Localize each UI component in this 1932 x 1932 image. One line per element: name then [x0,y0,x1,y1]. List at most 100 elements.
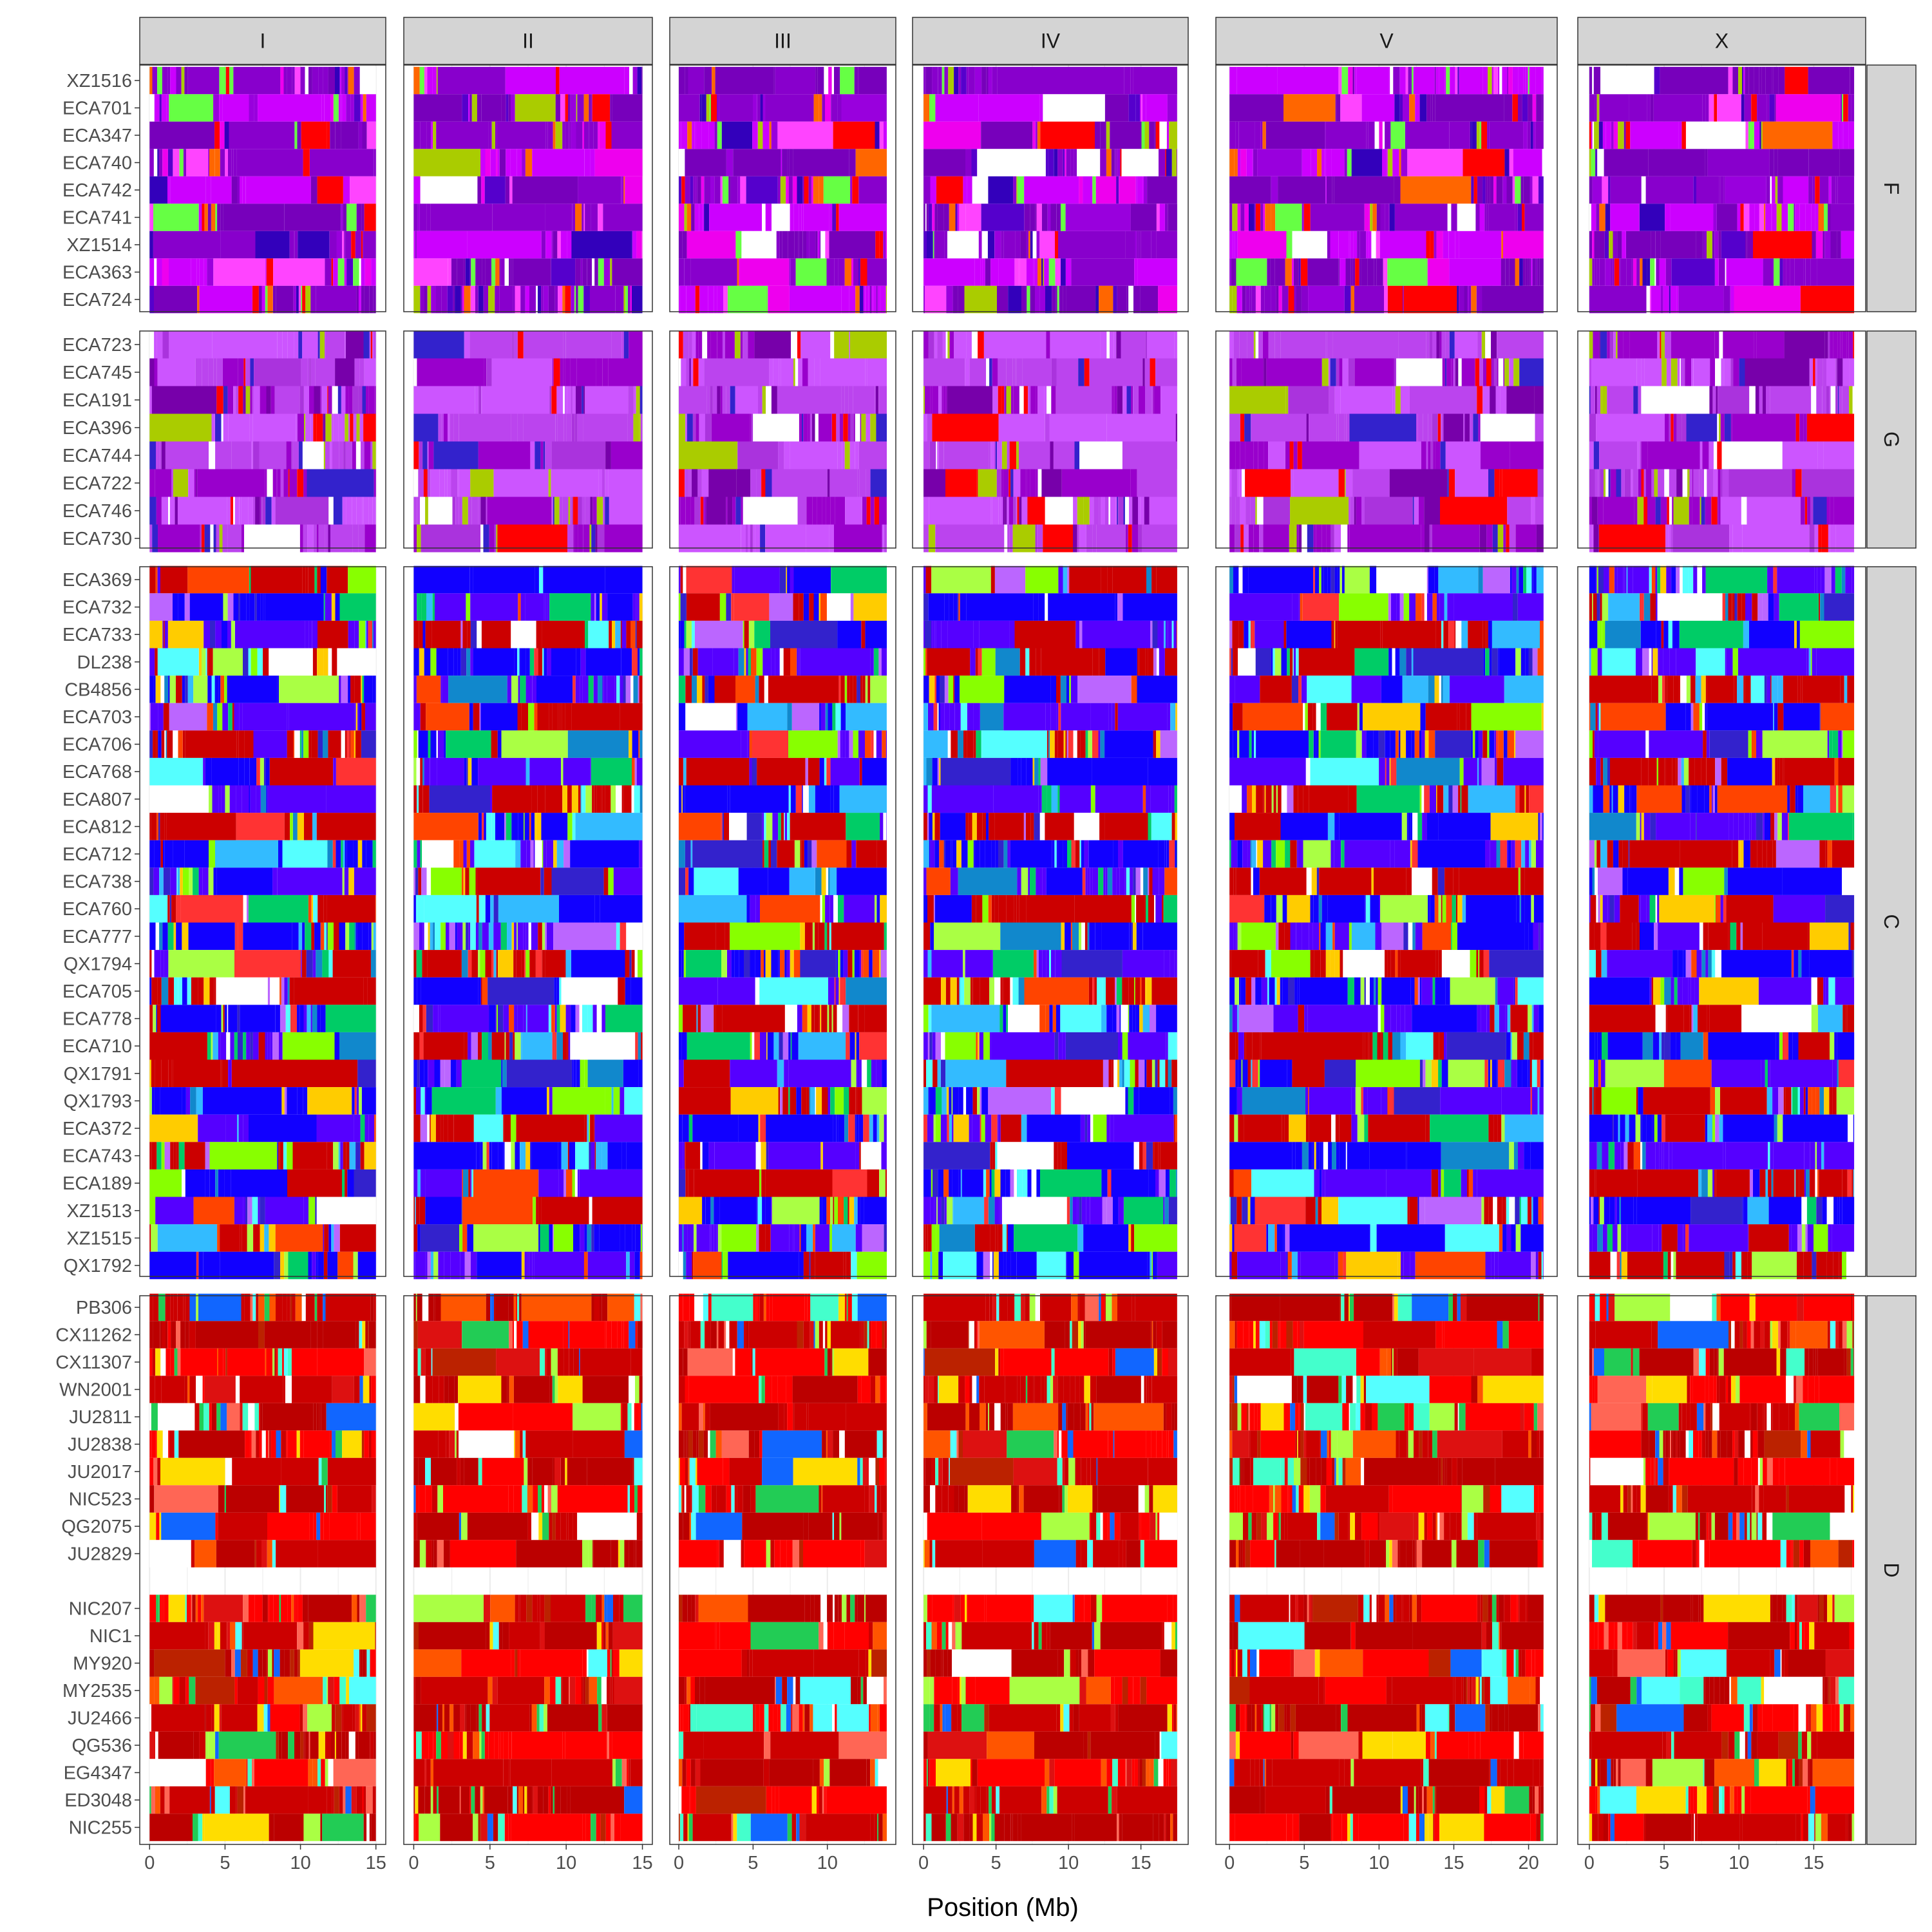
haplotype-block [418,1786,425,1814]
haplotype-block [335,1731,336,1759]
haplotype-block [592,1197,643,1225]
haplotype-block [802,358,808,386]
haplotype-block [345,840,347,868]
haplotype-block [594,149,643,176]
haplotype-block [690,1676,695,1705]
haplotype-block [790,204,794,231]
haplotype-block [364,285,370,314]
panel-border [403,64,653,312]
haplotype-block [157,977,162,1005]
haplotype-block [430,922,433,951]
haplotype-block [516,1293,517,1321]
haplotype-block [786,176,789,204]
haplotype-block [338,94,341,122]
haplotype-block [692,1114,739,1142]
haplotype-block [370,1293,374,1321]
haplotype-block [236,1087,282,1115]
haplotype-block [165,441,209,469]
haplotype-block [873,648,879,676]
haplotype-block [776,231,780,259]
haplotype-block [151,1142,157,1170]
haplotype-block [766,1142,769,1170]
haplotype-block [685,950,722,978]
haplotype-block [348,1731,355,1759]
haplotype-block [560,358,562,386]
haplotype-block [345,1731,349,1759]
haplotype-block [484,1786,508,1814]
haplotype-block [321,1403,327,1431]
haplotype-block [690,497,695,525]
haplotype-block [865,730,871,758]
haplotype-block [761,950,764,978]
haplotype-block [468,922,471,951]
haplotype-block [216,1005,222,1032]
haplotype-block [330,441,332,469]
haplotype-block [164,620,165,649]
haplotype-block [928,204,933,231]
haplotype-block [752,1348,755,1376]
strain-label: ED3048 [64,1790,132,1811]
haplotype-block [1145,386,1152,414]
haplotype-block [575,204,582,231]
haplotype-block [196,1376,203,1403]
haplotype-block [814,358,820,386]
haplotype-block [304,386,309,414]
haplotype-block [449,922,455,951]
haplotype-block [427,1251,431,1280]
haplotype-block [690,1321,696,1349]
haplotype-block [734,565,775,594]
haplotype-block [160,1457,225,1486]
haplotype-block [750,895,756,923]
strain-label: ECA738 [62,872,132,893]
haplotype-block [841,285,846,314]
haplotype-block [159,1676,173,1705]
haplotype-block [573,497,578,525]
haplotype-block [804,1704,810,1732]
haplotype-block [830,1595,833,1622]
haplotype-block [757,1293,760,1321]
haplotype-block [780,176,786,204]
haplotype-block [211,757,239,786]
haplotype-block [768,676,774,703]
haplotype-block [859,469,866,497]
haplotype-block [243,895,247,923]
haplotype-block [468,497,472,525]
haplotype-block [284,1649,290,1677]
haplotype-block [702,1142,709,1170]
haplotype-block [629,330,643,359]
haplotype-block [485,950,491,978]
haplotype-block [945,386,947,414]
haplotype-block [368,1114,375,1142]
haplotype-block [300,1731,304,1759]
haplotype-block [359,620,366,649]
haplotype-block [435,593,466,621]
haplotype-block [681,950,684,978]
haplotype-block [679,1759,683,1786]
haplotype-block [149,1759,206,1786]
haplotype-block [173,1142,176,1170]
haplotype-block [795,1676,800,1705]
haplotype-block [327,565,348,594]
haplotype-block [789,1224,793,1252]
haplotype-block [777,840,778,868]
haplotype-block [762,648,766,676]
haplotype-block [762,1430,822,1458]
haplotype-block [471,94,477,122]
haplotype-block [789,285,842,314]
haplotype-block [632,285,643,314]
haplotype-block [327,922,328,951]
haplotype-block [1032,121,1036,149]
haplotype-block [630,285,632,314]
haplotype-block [508,1731,512,1759]
haplotype-block [567,1786,571,1814]
haplotype-block [989,441,991,469]
haplotype-block [776,950,779,978]
haplotype-block [413,620,419,649]
haplotype-track [679,867,887,895]
haplotype-block [563,1321,569,1349]
haplotype-block [430,1786,433,1814]
haplotype-track [679,1032,887,1060]
haplotype-block [292,1430,297,1458]
haplotype-block [413,149,480,176]
haplotype-block [260,497,261,525]
